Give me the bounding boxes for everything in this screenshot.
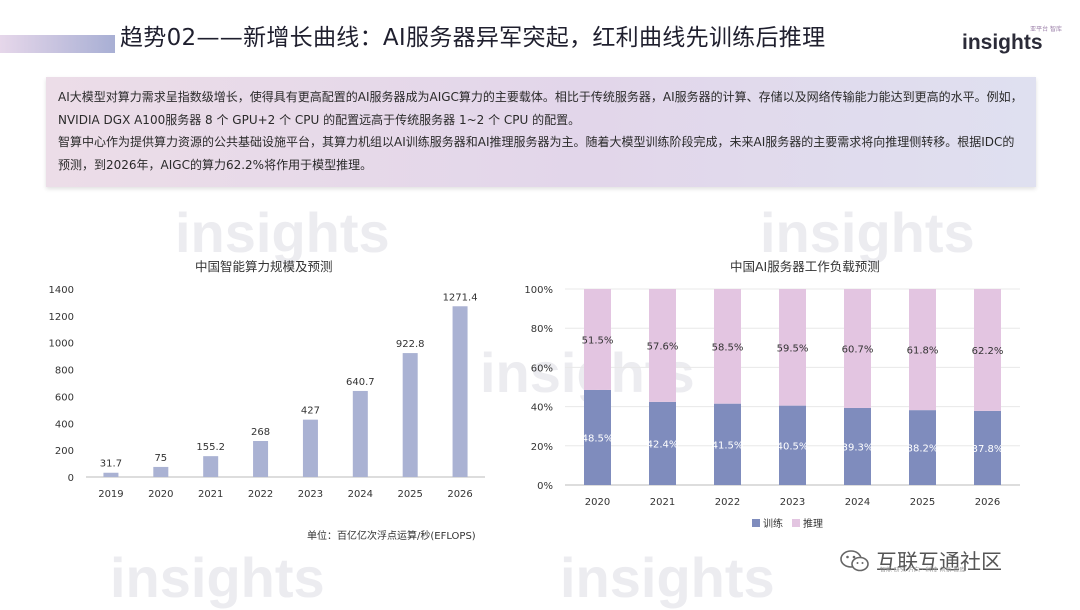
bar [352, 390, 368, 477]
inference-label: 58.5% [712, 342, 744, 353]
inference-label: 59.5% [777, 343, 809, 354]
bar-training [714, 403, 741, 485]
y-tick-label: 40% [531, 403, 553, 414]
legend-swatch [792, 519, 800, 527]
training-label: 38.2% [907, 444, 939, 455]
y-tick-label: 200 [55, 446, 74, 457]
brand-logo: 亚平台 智库 insights [962, 24, 1062, 58]
bar-inference [714, 289, 741, 404]
x-tick-label: 2025 [397, 489, 422, 500]
logo-caption: 亚平台 智库 [1030, 26, 1062, 33]
data-label: 922.8 [396, 339, 425, 350]
wechat-icon [840, 550, 869, 572]
inference-label: 61.8% [907, 346, 939, 357]
y-tick-label: 400 [55, 419, 74, 430]
training-label: 37.8% [972, 444, 1004, 455]
y-tick-label: 800 [55, 366, 74, 377]
x-tick-label: 2024 [348, 489, 373, 500]
bar-inference [909, 289, 936, 411]
x-tick-label: 2024 [845, 497, 870, 508]
inference-label: 62.2% [972, 346, 1004, 357]
footer-brand-text: 互联互通社区 [876, 550, 1002, 574]
y-tick-label: 1400 [49, 285, 74, 296]
bar-training [909, 410, 936, 485]
bar-training [584, 389, 611, 485]
bar [103, 472, 119, 477]
data-label: 31.7 [100, 459, 122, 470]
workload-chart-title: 中国AI服务器工作负载预测 [730, 259, 880, 274]
data-label: 268 [251, 427, 270, 438]
bar-training [649, 401, 676, 485]
bar [452, 306, 468, 477]
x-tick-label: 2026 [447, 489, 472, 500]
y-tick-label: 600 [55, 392, 74, 403]
bar [153, 466, 169, 477]
x-tick-label: 2022 [715, 497, 740, 508]
compute-chart-title: 中国智能算力规模及预测 [195, 259, 333, 274]
y-tick-label: 20% [531, 442, 553, 453]
bar-inference [974, 289, 1001, 411]
training-label: 41.5% [712, 440, 744, 451]
summary-box: AI大模型对算力需求呈指数级增长，使得具有更高配置的AI服务器成为AIGC算力的… [46, 77, 1036, 187]
bar-inference [844, 289, 871, 408]
bar [402, 353, 418, 477]
data-label: 1271.4 [443, 292, 478, 303]
y-tick-label: 1000 [49, 339, 74, 350]
inference-label: 60.7% [842, 344, 874, 355]
x-tick-label: 2021 [650, 497, 675, 508]
compute-scale-chart: 0 200 400 600 800 1000 1200 1400 31.7 2019 75 2020 1… [49, 285, 485, 500]
x-tick-label: 2021 [198, 489, 223, 500]
data-label: 427 [301, 406, 320, 417]
bar [203, 456, 219, 477]
legend-label: 推理 [803, 517, 823, 530]
x-tick-label: 2019 [98, 489, 123, 500]
bar-training [974, 410, 1001, 485]
data-label: 75 [154, 453, 167, 464]
data-label: 640.7 [346, 377, 375, 388]
logo-text: insights [962, 31, 1043, 54]
training-label: 48.5% [582, 433, 614, 444]
data-label: 155.2 [196, 442, 225, 453]
summary-paragraph: AI大模型对算力需求呈指数级增长，使得具有更高配置的AI服务器成为AIGC算力的… [58, 90, 1023, 127]
legend-swatch [752, 519, 760, 527]
legend-label: 训练 [763, 517, 783, 530]
bar [302, 419, 318, 477]
watermark-text: insights [110, 546, 325, 609]
watermark-text: insights [560, 546, 775, 609]
page-title: 趋势02——新增长曲线：AI服务器异军突起，红利曲线先训练后推理 [120, 25, 826, 51]
x-tick-label: 2023 [780, 497, 805, 508]
x-tick-label: 2026 [975, 497, 1000, 508]
bar-training [844, 407, 871, 485]
workload-chart: 0% 20% 40% 60% 80% 100% 48.5% 51.5% 2020 42.4% 57.… [524, 285, 1020, 530]
footer-brand: 互联互通社区 [840, 546, 1002, 576]
y-tick-label: 0 [68, 473, 74, 484]
x-tick-label: 2025 [910, 497, 935, 508]
unit-note: 单位：百亿亿次浮点运算/秒(EFLOPS) [307, 531, 476, 542]
y-tick-label: 100% [524, 285, 553, 296]
training-label: 39.3% [842, 442, 874, 453]
bar [253, 441, 269, 477]
x-tick-label: 2022 [248, 489, 273, 500]
x-tick-label: 2020 [148, 489, 173, 500]
bar-inference [779, 289, 806, 406]
y-tick-label: 1200 [49, 312, 74, 323]
y-tick-label: 60% [531, 363, 553, 374]
summary-paragraph: 智算中心作为提供算力资源的公共基础设施平台，其算力机组以AI训练服务器和AI推理… [58, 135, 1015, 172]
footer-strip: 智能 研究 方向 · 科技 创新 智库 [880, 567, 966, 572]
y-tick-label: 0% [537, 481, 553, 492]
training-label: 42.4% [647, 439, 679, 450]
inference-label: 51.5% [582, 335, 614, 346]
x-tick-label: 2020 [585, 497, 610, 508]
inference-label: 57.6% [647, 341, 679, 352]
bar-inference [649, 289, 676, 402]
bar-training [779, 405, 806, 485]
training-label: 40.5% [777, 441, 809, 452]
x-tick-label: 2023 [298, 489, 323, 500]
y-tick-label: 80% [531, 324, 553, 335]
bar-inference [584, 289, 611, 390]
title-accent-bar [0, 35, 115, 53]
